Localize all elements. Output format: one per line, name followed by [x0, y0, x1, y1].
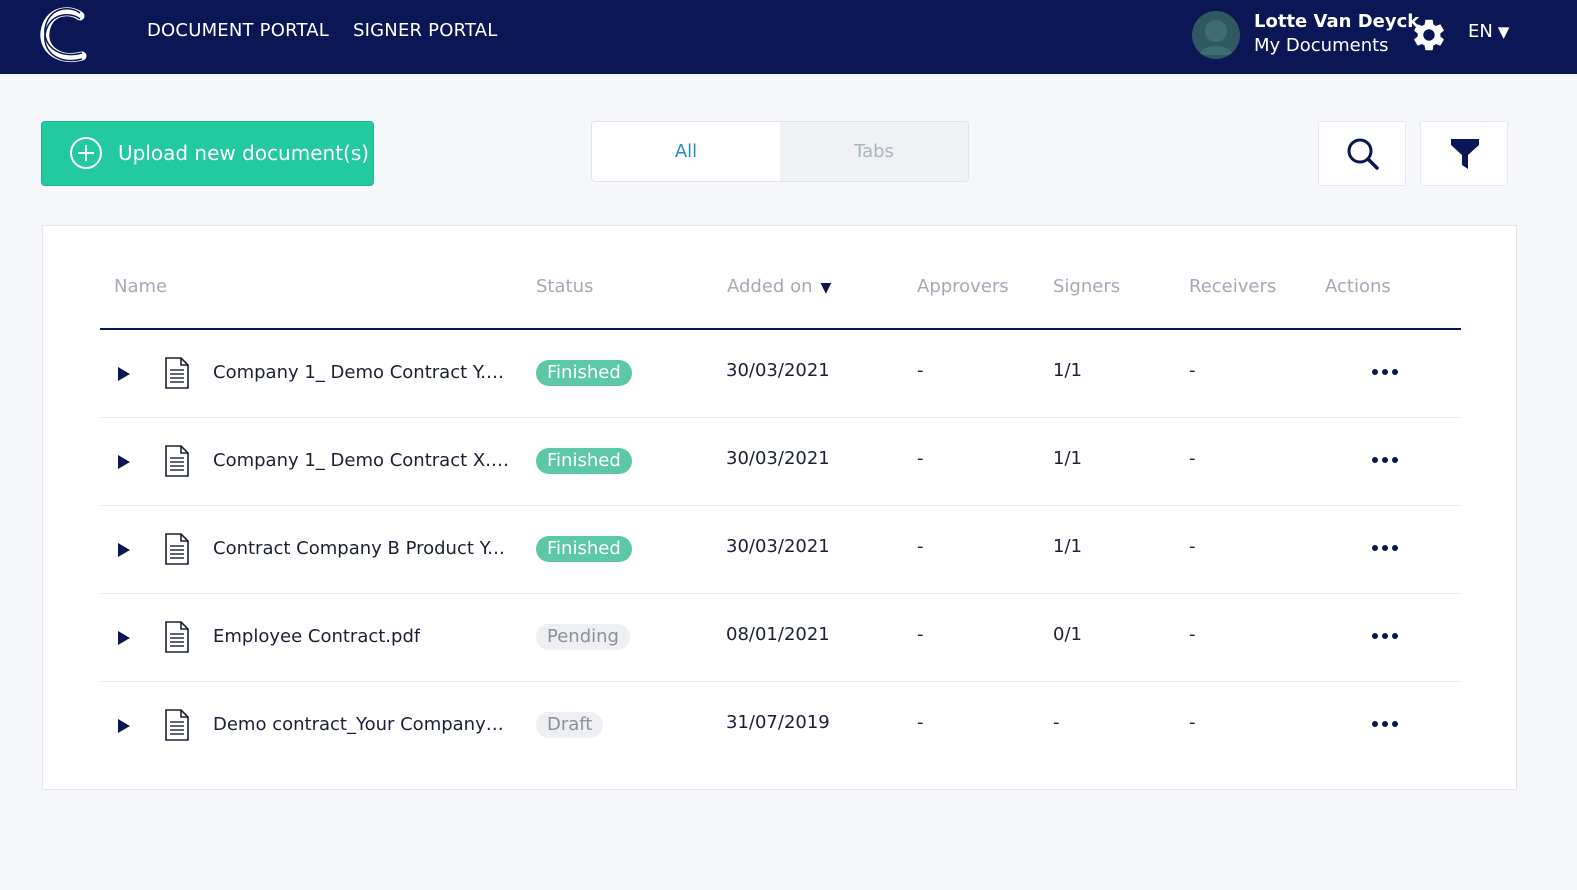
column-header-actions: Actions [1325, 276, 1391, 297]
nav-signer-portal[interactable]: SIGNER PORTAL [353, 20, 498, 41]
document-name[interactable]: Demo contract_Your Company na... [213, 714, 509, 735]
tab-all[interactable]: All [592, 122, 780, 181]
receivers-value: - [1189, 624, 1196, 645]
expand-row-icon[interactable] [117, 542, 131, 558]
status-badge: Finished [536, 536, 632, 562]
more-actions-icon[interactable] [1366, 624, 1406, 648]
column-header-receivers[interactable]: Receivers [1189, 276, 1277, 297]
document-file-icon [165, 533, 189, 565]
document-file-icon [165, 445, 189, 477]
document-file-icon [165, 709, 189, 741]
column-header-approvers[interactable]: Approvers [917, 276, 1009, 297]
column-header-name[interactable]: Name [114, 276, 168, 297]
more-actions-icon[interactable] [1366, 360, 1406, 384]
language-selector[interactable]: EN ▼ [1468, 21, 1509, 42]
added-on-date: 30/03/2021 [726, 360, 830, 381]
brand-logo-icon[interactable] [40, 6, 90, 66]
added-on-date: 08/01/2021 [726, 624, 830, 645]
tab-tabs[interactable]: Tabs [780, 122, 968, 181]
document-file-icon [165, 357, 189, 389]
caret-down-icon: ▼ [1497, 23, 1510, 41]
more-actions-icon[interactable] [1366, 448, 1406, 472]
document-name[interactable]: Company 1_ Demo Contract X.pdf [213, 450, 509, 471]
status-badge: Finished [536, 360, 632, 386]
expand-row-icon[interactable] [117, 366, 131, 382]
approvers-value: - [917, 712, 924, 733]
table-row[interactable]: Demo contract_Your Company na... Draft 3… [100, 682, 1461, 770]
signers-value: - [1053, 712, 1060, 733]
column-header-added-on[interactable]: Added on ▼ [727, 276, 831, 297]
signers-value: 0/1 [1053, 624, 1082, 645]
column-header-signers[interactable]: Signers [1053, 276, 1121, 297]
language-label: EN [1468, 21, 1493, 42]
filter-icon [1451, 139, 1479, 169]
search-button[interactable] [1318, 121, 1406, 186]
added-on-label: Added on [727, 276, 813, 297]
expand-row-icon[interactable] [117, 454, 131, 470]
upload-button-label: Upload new document(s) [118, 141, 370, 165]
added-on-date: 30/03/2021 [726, 536, 830, 557]
more-actions-icon[interactable] [1366, 536, 1406, 560]
view-toggle: All Tabs [591, 121, 969, 182]
expand-row-icon[interactable] [117, 630, 131, 646]
added-on-date: 31/07/2019 [726, 712, 830, 733]
search-icon [1347, 138, 1379, 170]
table-row[interactable]: Employee Contract.pdf Pending 08/01/2021… [100, 594, 1461, 682]
document-name[interactable]: Employee Contract.pdf [213, 626, 421, 647]
approvers-value: - [917, 448, 924, 469]
receivers-value: - [1189, 448, 1196, 469]
document-file-icon [165, 621, 189, 653]
avatar[interactable] [1192, 11, 1240, 59]
signers-value: 1/1 [1053, 536, 1082, 557]
my-documents-link[interactable]: My Documents [1254, 35, 1389, 56]
table-row[interactable]: Company 1_ Demo Contract Y.pdf Finished … [100, 330, 1461, 418]
filter-button[interactable] [1420, 121, 1508, 186]
top-navbar: DOCUMENT PORTAL SIGNER PORTAL Lotte Van … [0, 0, 1577, 74]
user-name[interactable]: Lotte Van Deyck [1254, 11, 1420, 32]
user-avatar-icon [1192, 11, 1240, 59]
table-row[interactable]: Contract Company B Product Y.pdf Finishe… [100, 506, 1461, 594]
status-badge: Draft [536, 712, 604, 738]
gear-icon[interactable] [1410, 16, 1448, 54]
signers-value: 1/1 [1053, 360, 1082, 381]
nav-document-portal[interactable]: DOCUMENT PORTAL [147, 20, 330, 41]
receivers-value: - [1189, 712, 1196, 733]
sort-desc-icon: ▼ [820, 280, 832, 296]
expand-row-icon[interactable] [117, 718, 131, 734]
approvers-value: - [917, 360, 924, 381]
added-on-date: 30/03/2021 [726, 448, 830, 469]
documents-table: Name Status Added on ▼ Approvers Signers … [42, 225, 1517, 790]
approvers-value: - [917, 536, 924, 557]
status-badge: Finished [536, 448, 632, 474]
document-name[interactable]: Company 1_ Demo Contract Y.pdf [213, 362, 509, 383]
table-row[interactable]: Company 1_ Demo Contract X.pdf Finished … [100, 418, 1461, 506]
document-name[interactable]: Contract Company B Product Y.pdf [213, 538, 509, 559]
upload-new-documents-button[interactable]: Upload new document(s) [41, 121, 374, 186]
plus-circle-icon [70, 137, 102, 169]
signers-value: 1/1 [1053, 448, 1082, 469]
receivers-value: - [1189, 360, 1196, 381]
header-divider [100, 328, 1461, 330]
column-header-status[interactable]: Status [536, 276, 594, 297]
more-actions-icon[interactable] [1366, 712, 1406, 736]
receivers-value: - [1189, 536, 1196, 557]
status-badge: Pending [536, 624, 630, 650]
approvers-value: - [917, 624, 924, 645]
